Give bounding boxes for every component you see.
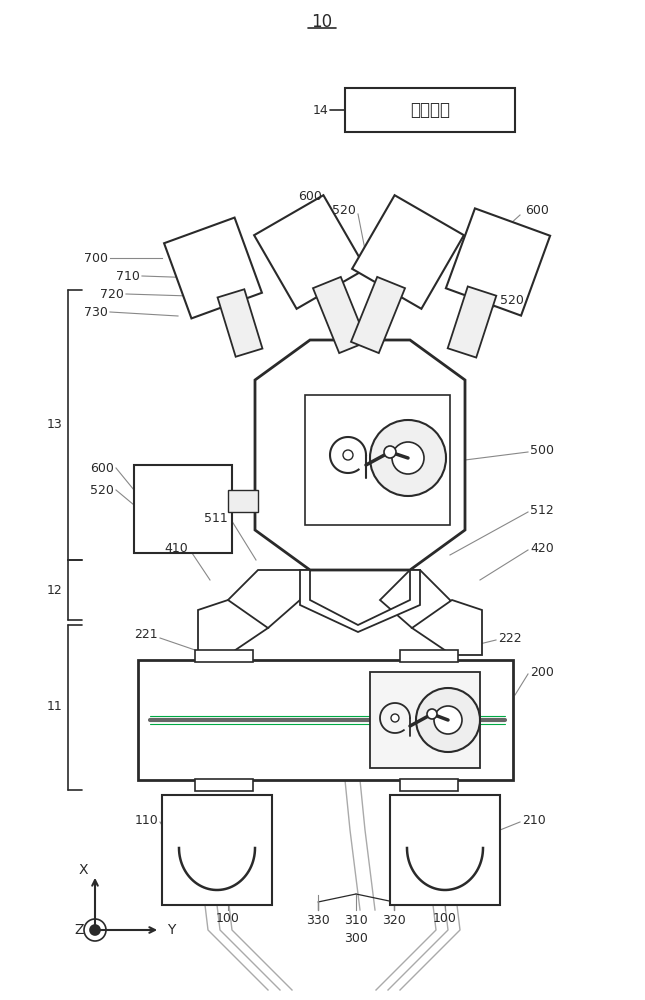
Polygon shape — [313, 277, 367, 353]
Polygon shape — [448, 286, 496, 358]
Text: 600: 600 — [525, 204, 549, 217]
Text: X: X — [78, 863, 88, 877]
Circle shape — [392, 442, 424, 474]
Text: 700: 700 — [84, 251, 108, 264]
Text: 11: 11 — [46, 700, 62, 714]
Text: 222: 222 — [498, 632, 522, 645]
Bar — [162, 795, 272, 905]
Text: 520: 520 — [332, 204, 356, 217]
Bar — [400, 779, 458, 791]
Text: 310: 310 — [344, 914, 368, 926]
Bar — [195, 650, 253, 662]
Text: 控制模块: 控制模块 — [410, 101, 450, 119]
Text: 14: 14 — [312, 104, 328, 116]
Polygon shape — [300, 570, 420, 632]
Bar — [400, 650, 458, 662]
Polygon shape — [254, 195, 366, 309]
Text: 720: 720 — [100, 288, 124, 300]
Bar — [305, 395, 450, 525]
Circle shape — [90, 925, 100, 935]
Text: 511: 511 — [204, 512, 228, 524]
Text: 330: 330 — [306, 914, 330, 926]
Polygon shape — [255, 340, 465, 570]
Text: 221: 221 — [134, 629, 158, 642]
Bar — [370, 672, 480, 768]
Bar — [138, 660, 513, 780]
Text: 520: 520 — [500, 294, 524, 306]
Bar — [134, 465, 232, 553]
Text: 300: 300 — [344, 932, 368, 944]
Text: Y: Y — [167, 923, 175, 937]
Circle shape — [416, 688, 480, 752]
Text: 320: 320 — [382, 914, 406, 926]
Text: 13: 13 — [46, 418, 62, 432]
Polygon shape — [412, 600, 482, 655]
Polygon shape — [164, 218, 262, 318]
Bar — [390, 795, 500, 905]
Polygon shape — [217, 289, 263, 357]
Bar — [228, 490, 258, 512]
Circle shape — [391, 714, 399, 722]
Bar — [195, 779, 253, 791]
Text: 110: 110 — [134, 814, 158, 826]
Text: 12: 12 — [46, 584, 62, 596]
Circle shape — [343, 450, 353, 460]
Text: 600: 600 — [298, 190, 322, 202]
Circle shape — [370, 420, 446, 496]
Circle shape — [427, 709, 437, 719]
Text: 520: 520 — [90, 484, 114, 496]
Text: 210: 210 — [522, 814, 546, 826]
Text: 10: 10 — [312, 13, 333, 31]
Text: 410: 410 — [164, 542, 188, 554]
Text: 100: 100 — [216, 912, 240, 924]
Polygon shape — [352, 195, 464, 309]
Text: 600: 600 — [90, 462, 114, 475]
Bar — [345, 88, 515, 132]
Text: 100: 100 — [433, 912, 457, 924]
Polygon shape — [380, 570, 452, 628]
Polygon shape — [351, 277, 405, 353]
Text: 710: 710 — [116, 269, 140, 282]
Polygon shape — [198, 600, 268, 655]
Text: Z: Z — [74, 923, 84, 937]
Circle shape — [384, 446, 396, 458]
Polygon shape — [228, 570, 310, 628]
Polygon shape — [446, 208, 550, 316]
Text: 730: 730 — [84, 306, 108, 318]
Text: 200: 200 — [530, 666, 554, 678]
Circle shape — [434, 706, 462, 734]
Text: 512: 512 — [530, 504, 554, 516]
Text: 420: 420 — [530, 542, 554, 554]
Text: 500: 500 — [530, 444, 554, 456]
